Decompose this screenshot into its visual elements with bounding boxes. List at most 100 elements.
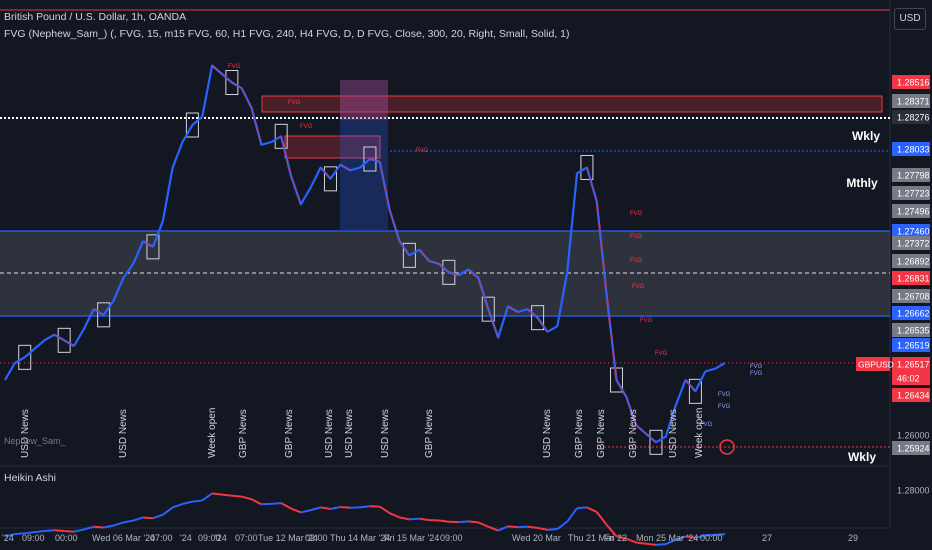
ha-segment [685,535,696,539]
news-label: Week open [207,408,218,458]
time-label: Tue 12 Mar '24 [258,533,318,543]
ha-segment [665,538,677,546]
price-tag-bg [892,254,930,268]
price-tag: 1.26892 [897,257,930,267]
fvg-zone-upper [261,95,883,113]
ha-segment [143,516,154,520]
time-label: Fri 15 Mar '24 [384,533,439,543]
fvg-box [688,378,702,404]
ha-segment [636,541,647,545]
ha-segment [24,531,35,535]
ha-segment [132,516,144,522]
price-tags: 1.28516 1.28371 1.28276 1.28033 1.27798 1.277… [856,75,930,496]
time-axis[interactable] [0,528,890,550]
price-tag-bg [892,357,930,371]
price-tag: 1.26535 [897,326,930,336]
ha-segment [113,521,124,527]
time-label: '24 [2,533,14,543]
ha-segment [34,529,45,534]
price-tag-bg [892,271,930,285]
ha-segment [605,524,618,538]
news-label: GBP News [424,409,435,458]
fvg-box [610,367,624,393]
price-tag: 1.26831 [897,274,930,284]
price-tag-bg [892,289,930,303]
ha-segment [359,505,371,509]
news-label: USD News [542,409,553,458]
price-tag-bg [892,110,930,124]
currency-button[interactable]: USD [894,8,926,30]
ha-segment [715,533,726,536]
time-label: 09:00 [440,533,463,543]
ha-segment [695,534,706,539]
fvg-box [580,155,594,180]
price-tag: 1.26519 [897,341,930,351]
fvg-box [531,305,545,331]
ha-segment [103,524,114,529]
news-label: GBP News [574,409,585,458]
ha-segment [330,506,341,510]
ha-segment [14,532,25,536]
symbol-tag: GBPUSD [858,360,894,370]
fvg-label: FVG [718,404,731,410]
indicator-legend[interactable]: FVG (Nephew_Sam_) (, FVG, 15, m15 FVG, 6… [4,28,570,40]
news-label: GBP News [238,409,249,458]
ha-segment [152,513,164,520]
news-label: USD News [668,409,679,458]
ha-segment [192,499,203,503]
ha-segment [409,517,420,521]
ha-segment [576,506,587,510]
price-line [4,64,726,444]
price-tag: 46:02 [897,374,920,384]
ha-segment [201,492,213,502]
time-label: '24 [215,533,227,543]
price-tag: 1.27460 [897,227,930,237]
fvg-box [274,123,288,149]
price-tag-bg [892,94,930,108]
price-tag-bg [892,236,930,250]
time-label: 07:00 [150,533,173,543]
fvg-label: FVG [750,371,763,377]
ha-segment [231,494,242,498]
ha-segment [419,517,430,522]
price-tag-bg [892,441,930,455]
time-label: 09:00 [198,533,221,543]
price-tag: 1.26708 [897,292,930,302]
time-label: 09:00 [22,533,45,543]
price-tag-bg [892,306,930,320]
ha-segment [320,506,331,510]
fvg-label: FVG [640,318,653,324]
price-tag-bg [892,142,930,156]
ha-segment [340,506,351,509]
ha-segment [300,509,311,514]
price-tag: 1.28276 [897,113,930,123]
ha-segment [478,521,489,528]
ha-segment [123,519,134,524]
fvg-label: FVG [416,148,429,154]
price-tag: 1.26000 [897,431,930,441]
ha-segment [162,506,174,516]
ha-segment [290,507,302,514]
fvg-label: FVG [300,124,313,130]
time-label: Thu 21 Mar [568,533,614,543]
fvg-box [185,112,199,138]
main-pane[interactable] [0,0,890,465]
news-label: GBP News [628,409,639,458]
time-label: Wed 20 Mar [512,533,561,543]
news-label: Week open [694,408,705,458]
fvg-box [225,70,239,95]
ha-segment [221,493,232,497]
alert-icon[interactable] [719,439,735,455]
fvg-label: FVG [700,422,713,428]
ha-segment [64,529,75,533]
ha-segment [487,525,499,532]
ha-segment [280,502,292,510]
lower-pane[interactable] [0,466,890,528]
price-tag: 1.26662 [897,309,930,319]
ha-segment [93,525,104,529]
ha-segment [556,520,568,530]
news-label: GBP News [284,409,295,458]
